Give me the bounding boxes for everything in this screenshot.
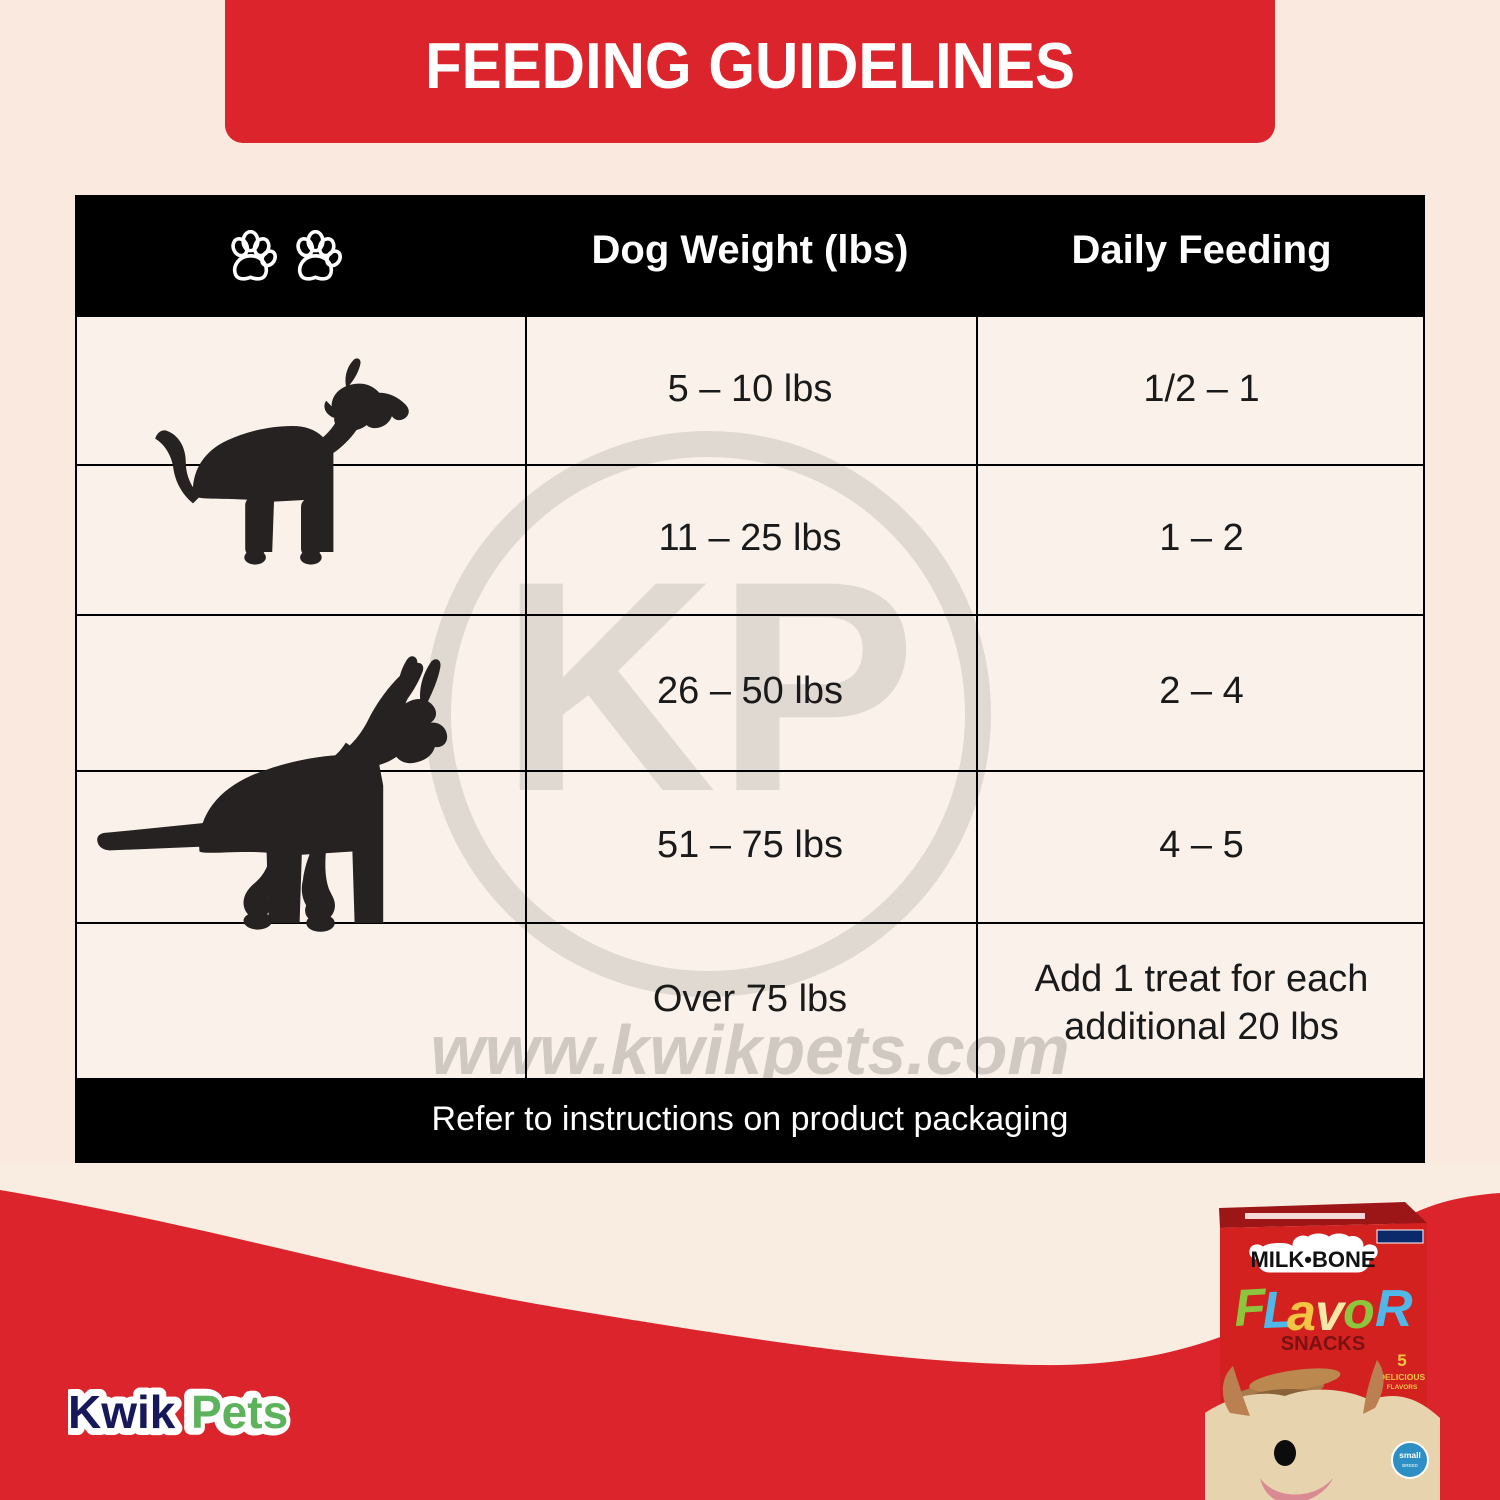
svg-text:5: 5 xyxy=(1397,1351,1406,1370)
svg-text:o: o xyxy=(1343,1282,1375,1340)
svg-text:MILK•BONE: MILK•BONE xyxy=(1250,1247,1375,1272)
svg-text:Pets: Pets xyxy=(191,1386,288,1438)
svg-text:small: small xyxy=(1399,1450,1421,1460)
svg-text:DELICIOUS: DELICIOUS xyxy=(1379,1372,1426,1382)
svg-text:Kwik: Kwik xyxy=(68,1386,176,1438)
svg-text:BREED: BREED xyxy=(1402,1463,1418,1468)
svg-text:R: R xyxy=(1375,1280,1413,1338)
svg-text:FLAVORS: FLAVORS xyxy=(1387,1384,1418,1391)
svg-text:SNACKS: SNACKS xyxy=(1281,1333,1365,1355)
